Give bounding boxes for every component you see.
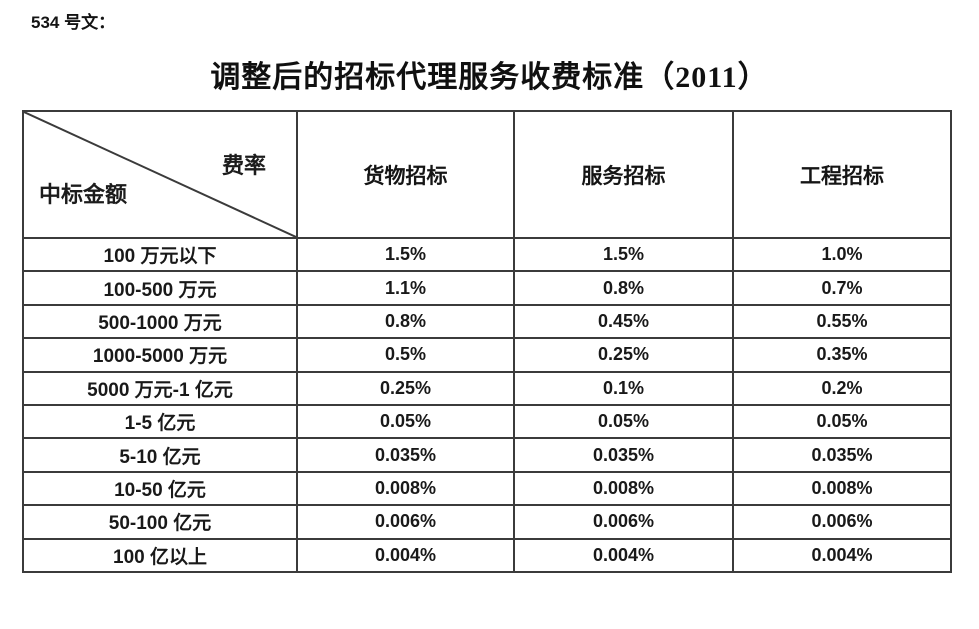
rate-cell: 0.006% [732,504,952,540]
rate-cell: 0.006% [513,504,734,540]
rate-cell: 0.035% [732,437,952,473]
rate-cell: 1.5% [296,236,515,273]
rate-cell: 0.8% [513,270,734,306]
rate-cell: 0.45% [513,303,734,340]
row-label-cell: 100-500 万元 [22,270,298,306]
row-label-cell: 5-10 亿元 [22,437,298,473]
doc-number-label: 534 号文： [31,13,116,32]
table-row: 100-500 万元 1.1% 0.8% 0.7% [22,270,952,306]
row-label-cell: 500-1000 万元 [22,303,298,340]
rate-cell: 1.1% [296,270,515,306]
rate-cell: 0.008% [513,470,734,507]
rate-cell: 0.8% [296,303,515,340]
row-label-cell: 5000 万元-1 亿元 [22,370,298,406]
rate-cell: 0.004% [513,537,734,573]
rate-cell: 0.25% [296,370,515,406]
diagonal-line [24,112,296,237]
table-header-row: 费率 中标金额 货物招标 服务招标 工程招标 [22,110,952,239]
table-row: 5000 万元-1 亿元 0.25% 0.1% 0.2% [22,370,952,406]
rate-cell: 0.25% [513,337,734,373]
rate-cell: 0.35% [732,337,952,373]
rate-cell: 0.035% [513,437,734,473]
column-header-engineering: 工程招标 [732,110,952,239]
table-row: 500-1000 万元 0.8% 0.45% 0.55% [22,303,952,340]
row-label-cell: 50-100 亿元 [22,504,298,540]
rate-cell: 0.035% [296,437,515,473]
table-row: 100 万元以下 1.5% 1.5% 1.0% [22,236,952,273]
rate-cell: 0.05% [296,403,515,440]
column-header-goods: 货物招标 [296,110,515,239]
table-row: 100 亿以上 0.004% 0.004% 0.004% [22,537,952,573]
rate-cell: 0.55% [732,303,952,340]
page-title: 调整后的招标代理服务收费标准（2011） [210,61,769,94]
table-row: 5-10 亿元 0.035% 0.035% 0.035% [22,437,952,473]
rate-cell: 0.008% [296,470,515,507]
row-label-cell: 1000-5000 万元 [22,337,298,373]
rate-cell: 0.004% [296,537,515,573]
table-row: 1-5 亿元 0.05% 0.05% 0.05% [22,403,952,440]
row-label-cell: 100 万元以下 [22,236,298,273]
rate-cell: 0.008% [732,470,952,507]
rate-cell: 0.006% [296,504,515,540]
rate-cell: 0.05% [732,403,952,440]
row-label-cell: 1-5 亿元 [22,403,298,440]
rate-cell: 0.2% [732,370,952,406]
rate-cell: 0.1% [513,370,734,406]
table-row: 10-50 亿元 0.008% 0.008% 0.008% [22,470,952,507]
row-label-cell: 10-50 亿元 [22,470,298,507]
table-row: 1000-5000 万元 0.5% 0.25% 0.35% [22,337,952,373]
table-row: 50-100 亿元 0.006% 0.006% 0.006% [22,504,952,540]
fee-standard-table: 费率 中标金额 货物招标 服务招标 工程招标 100 万元以下 1.5% 1.5… [22,110,952,573]
table-corner-cell: 费率 中标金额 [22,110,298,239]
rate-cell: 0.7% [732,270,952,306]
rate-cell: 0.004% [732,537,952,573]
row-label-cell: 100 亿以上 [22,537,298,573]
rate-cell: 1.0% [732,236,952,273]
rate-cell: 0.5% [296,337,515,373]
rate-cell: 0.05% [513,403,734,440]
corner-label-rate: 费率 [221,153,266,178]
column-header-services: 服务招标 [513,110,734,239]
corner-label-amount: 中标金额 [39,182,128,207]
rate-cell: 1.5% [513,236,734,273]
